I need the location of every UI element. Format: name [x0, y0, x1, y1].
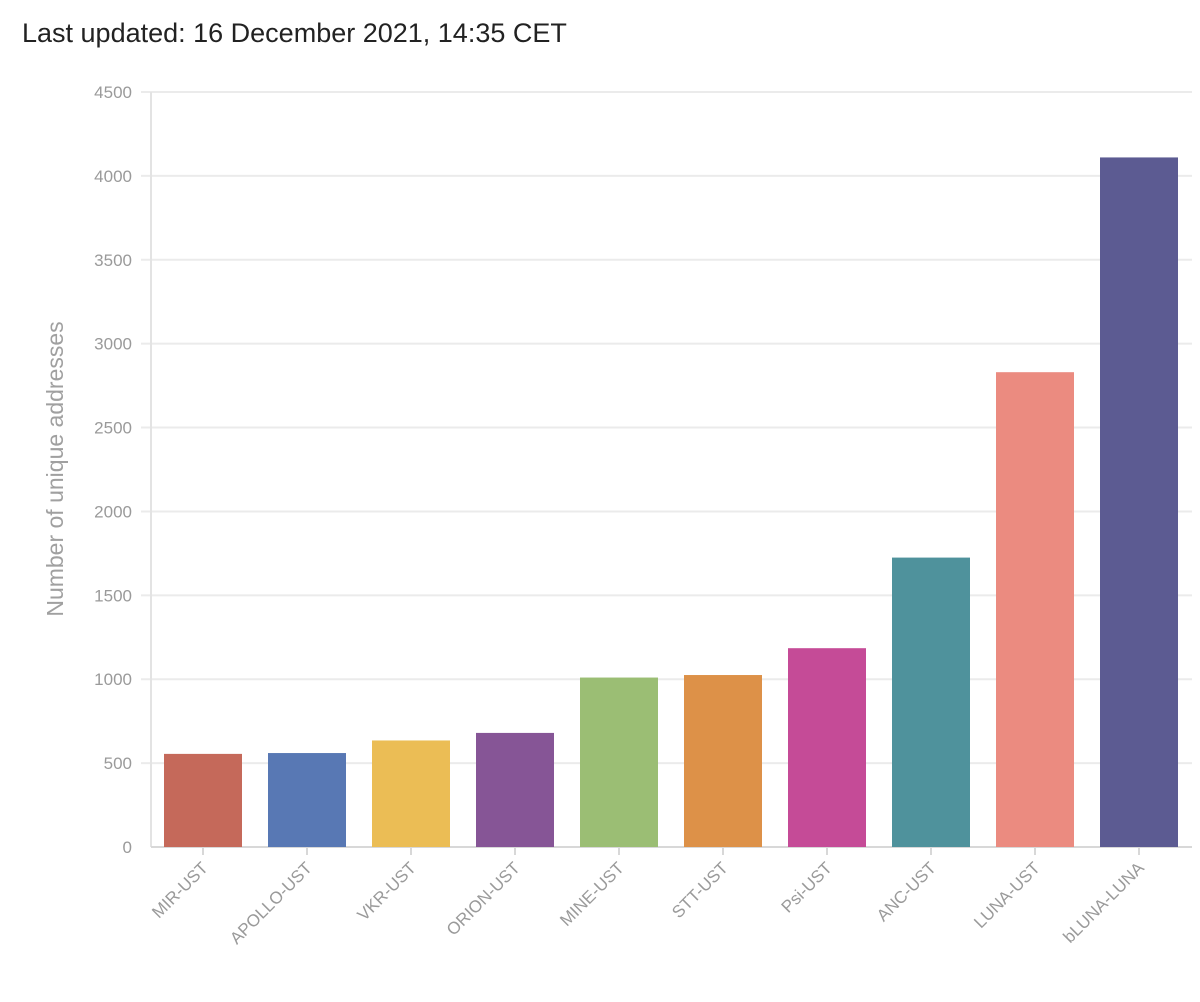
x-tick-label: MIR-UST [148, 858, 212, 922]
x-tick-label: STT-UST [668, 858, 732, 922]
bar-orion-ust [476, 732, 554, 847]
x-tick-label: VKR-UST [354, 858, 420, 924]
last-updated-text: Last updated: 16 December 2021, 14:35 CE… [22, 18, 567, 48]
bar-psi-ust [788, 648, 866, 847]
y-tick-label: 500 [104, 754, 132, 773]
y-tick-label: 2500 [94, 419, 132, 438]
bar-stt-ust [684, 675, 762, 847]
bar-apollo-ust [268, 753, 346, 847]
bar-mine-ust [580, 677, 658, 847]
y-tick-label: 1000 [94, 670, 132, 689]
y-tick-label: 2000 [94, 502, 132, 521]
y-tick-label: 0 [123, 838, 132, 857]
x-tick-label: bLUNA-LUNA [1060, 858, 1149, 947]
x-tick-label: MINE-UST [556, 858, 628, 930]
bars [164, 157, 1178, 847]
x-tick-label: ORION-UST [443, 858, 524, 939]
bar-luna-ust [996, 372, 1074, 847]
bar-anc-ust [892, 557, 970, 847]
bar-vkr-ust [372, 740, 450, 847]
x-tick-label: ANC-UST [873, 858, 940, 925]
y-tick-labels: 0 500 1000 1500 2000 2500 3000 3500 4000 4500 [94, 83, 132, 857]
y-tick-label: 1500 [94, 586, 132, 605]
x-tick-label: LUNA-UST [970, 858, 1044, 932]
x-tick-labels: MIR-UST APOLLO-UST VKR-UST ORION-UST MINE-US… [148, 847, 1148, 948]
bar-bluna-luna [1100, 157, 1178, 847]
x-tick-label: Psi-UST [778, 858, 836, 916]
bar-mir-ust [164, 753, 242, 847]
x-tick-label: APOLLO-UST [226, 858, 316, 948]
y-tick-label: 4500 [94, 83, 132, 102]
y-axis-title: Number of unique addresses [42, 321, 68, 616]
y-tick-label: 3500 [94, 251, 132, 270]
y-tick-label: 4000 [94, 167, 132, 186]
y-tick-label: 3000 [94, 335, 132, 354]
